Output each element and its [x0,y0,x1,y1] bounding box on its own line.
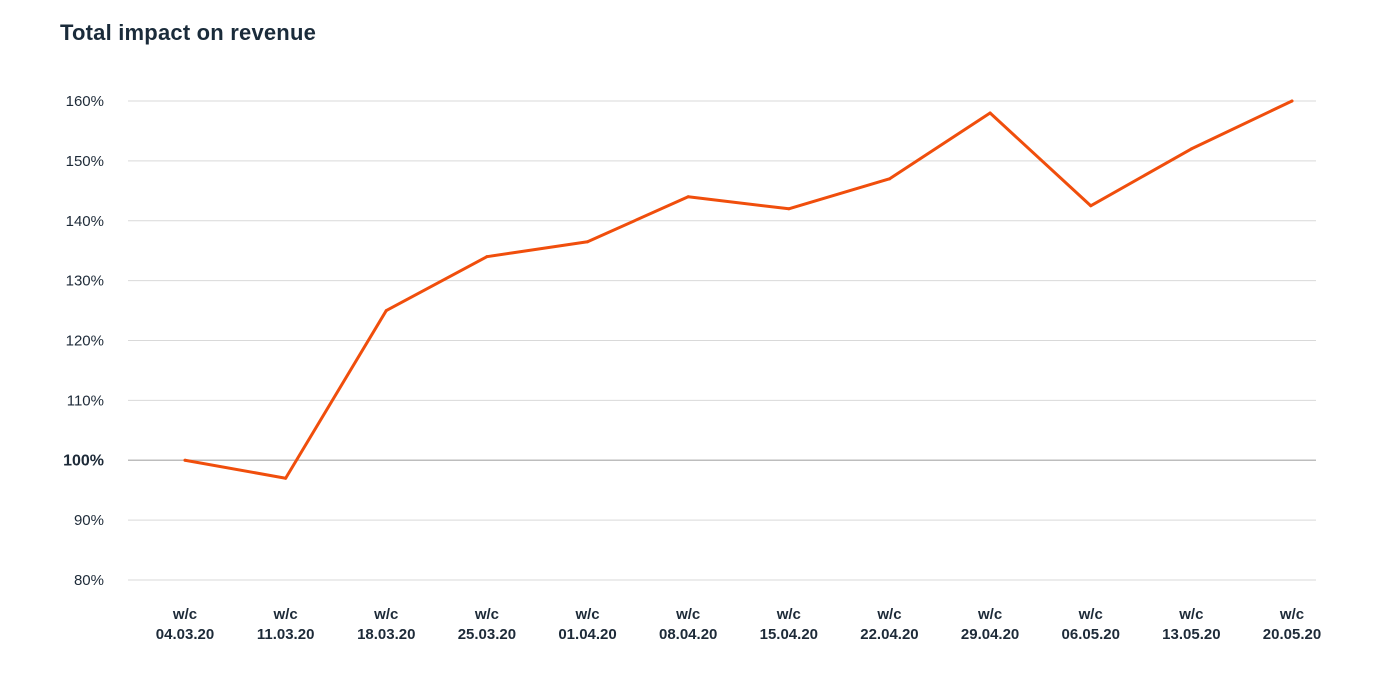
data-point [183,458,187,462]
y-tick-label: 110% [67,392,104,409]
x-tick-label: w/c 06.05.20 [1062,606,1120,643]
data-point [887,177,891,181]
series-layer [183,99,1294,480]
x-tick-label: w/c 18.03.20 [357,606,415,643]
data-point [988,111,992,115]
y-tick-label: 120% [66,333,104,350]
y-tick-label: 140% [66,213,104,230]
x-tick-label: w/c 29.04.20 [961,606,1019,643]
x-tick-label: w/c 04.03.20 [156,606,214,643]
x-tick-label: w/c 13.05.20 [1162,606,1220,643]
chart-title: Total impact on revenue [60,20,317,45]
data-point [485,255,489,259]
x-tick-label: w/c 20.05.20 [1263,606,1321,643]
y-axis-ticks: 80% 90% 100% 110% 120% 130% 140% 150% 160% [63,93,104,589]
data-point [1290,99,1294,103]
y-tick-label: 100% [63,452,104,469]
series-line [183,99,1294,480]
x-tick-label: w/c 25.03.20 [458,606,516,643]
x-axis-ticks: w/c 04.03.20 w/c 11.03.20 w/c 18.03.20 w/c 25.0… [156,606,1321,643]
x-tick-label: w/c 01.04.20 [558,606,616,643]
data-point [686,195,690,199]
x-tick-label: w/c 08.04.20 [659,606,717,643]
y-tick-label: 90% [74,512,104,529]
y-tick-label: 160% [66,93,104,110]
y-tick-label: 130% [66,273,104,290]
data-point [1089,204,1093,208]
x-tick-label: w/c 22.04.20 [860,606,918,643]
y-tick-label: 80% [74,572,104,589]
data-point [586,240,590,244]
y-tick-label: 150% [66,153,104,170]
x-tick-label: w/c 11.03.20 [257,606,315,643]
data-point [284,476,288,480]
x-tick-label: w/c 15.04.20 [760,606,818,643]
data-point [787,207,791,211]
data-point [1189,147,1193,151]
data-point [384,309,388,313]
grid-layer [128,100,1316,581]
